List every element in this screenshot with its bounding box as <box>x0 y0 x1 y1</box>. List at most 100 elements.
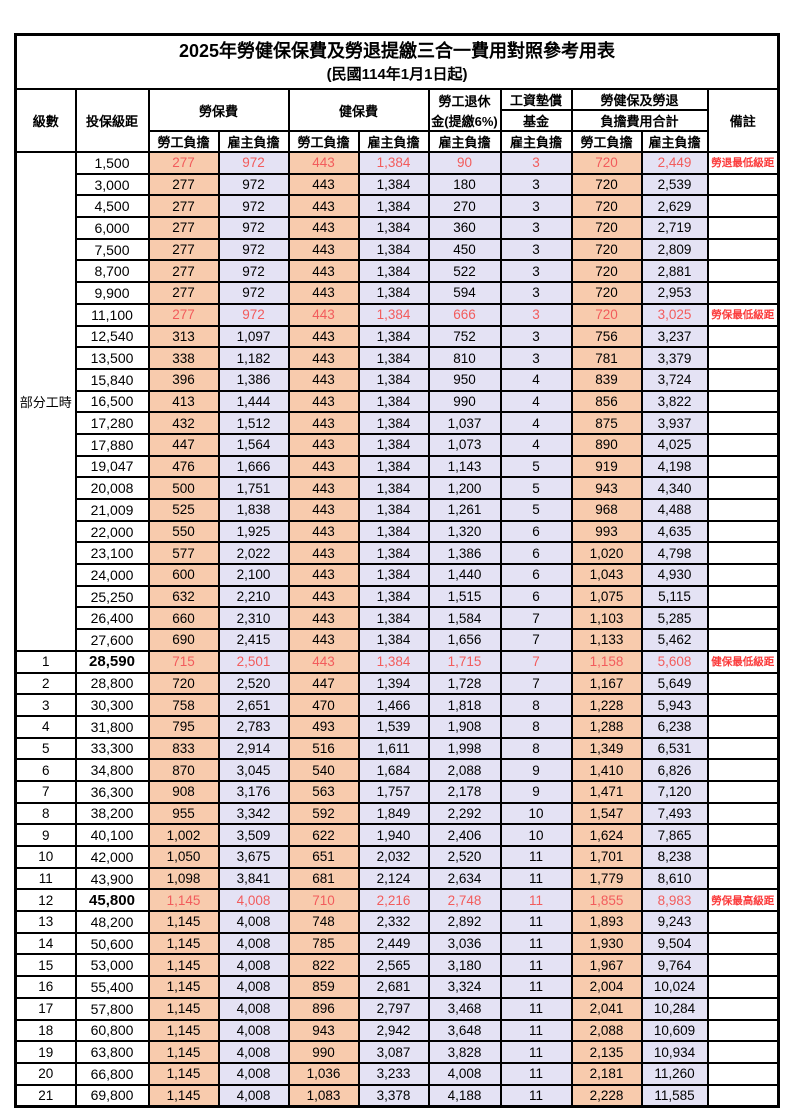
cell-hi-employer: 2,681 <box>357 975 430 999</box>
cell-total-employee: 720 <box>570 216 643 240</box>
col-header-bracket: 投保級距 <box>74 88 150 153</box>
cell-li-employer: 2,914 <box>217 736 290 761</box>
cell-pension-employer: 1,998 <box>427 736 502 761</box>
subheader-wage-fund-employer: 雇主負擔 <box>499 130 573 153</box>
table-row: 20 66,800 1,145 4,008 1,036 3,233 4,008 11 2,181… <box>14 1061 780 1086</box>
bracket-cell: 22,000 <box>74 519 150 544</box>
cell-li-employee: 1,145 <box>147 996 220 1021</box>
cell-wage-fund-employer: 3 <box>499 216 573 240</box>
cell-wage-fund-employer: 3 <box>499 237 573 262</box>
bracket-cell: 6,000 <box>74 216 150 240</box>
level-cell: 18 <box>14 1018 77 1043</box>
cell-total-employee: 2,041 <box>570 996 643 1021</box>
cell-total-employer: 5,285 <box>640 606 709 631</box>
bracket-cell: 45,800 <box>74 888 150 913</box>
cell-pension-employer: 1,037 <box>427 411 502 435</box>
cell-li-employee: 277 <box>147 151 220 175</box>
cell-total-employee: 919 <box>570 454 643 479</box>
cell-li-employer: 972 <box>217 281 290 305</box>
cell-wage-fund-employer: 8 <box>499 714 573 739</box>
cell-li-employee: 432 <box>147 411 220 435</box>
cell-wage-fund-employer: 6 <box>499 563 573 587</box>
cell-hi-employer: 1,384 <box>357 454 430 479</box>
cell-li-employer: 4,008 <box>217 1018 290 1043</box>
cell-hi-employee: 443 <box>287 259 360 284</box>
cell-hi-employee: 443 <box>287 606 360 631</box>
table-row: 11,100 277 972 443 1,384 666 3 720 3,025 勞保最低級距 <box>16 302 780 327</box>
cell-total-employee: 943 <box>570 476 643 500</box>
cell-total-employer: 2,809 <box>640 237 709 262</box>
cell-li-employer: 4,008 <box>217 1040 290 1064</box>
table-row: 8,700 277 972 443 1,384 522 3 720 2,881 <box>16 259 780 284</box>
cell-pension-employer: 594 <box>427 281 502 305</box>
bracket-cell: 26,400 <box>74 606 150 631</box>
remark-cell <box>706 519 780 544</box>
cell-total-employee: 856 <box>570 389 643 414</box>
cell-wage-fund-employer: 10 <box>499 823 573 847</box>
bracket-cell: 16,500 <box>74 389 150 414</box>
cell-hi-employer: 3,233 <box>357 1061 430 1086</box>
cell-li-employee: 660 <box>147 606 220 631</box>
remark-cell <box>706 671 780 696</box>
cell-total-employee: 720 <box>570 259 643 284</box>
cell-total-employee: 1,133 <box>570 628 643 652</box>
cell-hi-employee: 443 <box>287 454 360 479</box>
cell-total-employee: 1,930 <box>570 931 643 956</box>
cell-hi-employer: 1,384 <box>357 476 430 500</box>
cell-total-employer: 5,649 <box>640 671 709 696</box>
cell-total-employer: 5,608 <box>640 649 709 674</box>
remark-cell <box>706 281 780 305</box>
cell-hi-employer: 1,384 <box>357 584 430 609</box>
table-row: 15 53,000 1,145 4,008 822 2,565 3,180 11 1,967 9,… <box>14 953 780 978</box>
header-row-3: 勞工負擔 雇主負擔 勞工負擔 雇主負擔 雇主負擔 雇主負擔 勞工負擔 雇主負擔 <box>16 130 779 153</box>
cell-li-employer: 4,008 <box>217 975 290 999</box>
table-row: 10 42,000 1,050 3,675 651 2,032 2,520 11 1,701 8,… <box>14 845 780 869</box>
cell-li-employer: 2,501 <box>217 649 290 674</box>
cell-hi-employer: 2,565 <box>357 953 430 978</box>
cell-li-employer: 4,008 <box>217 888 290 913</box>
cell-pension-employer: 1,073 <box>427 432 502 457</box>
cell-li-employer: 3,675 <box>217 845 290 869</box>
cell-pension-employer: 1,261 <box>427 498 502 522</box>
remark-cell <box>706 606 780 631</box>
cell-hi-employer: 1,384 <box>357 541 430 566</box>
level-cell: 8 <box>14 801 77 826</box>
table-row: 4 31,800 795 2,783 493 1,539 1,908 8 1,288 6,238 <box>14 714 780 739</box>
cell-total-employer: 4,340 <box>640 476 709 500</box>
col-header-pension-line1: 勞工退休 <box>427 88 502 110</box>
table-row: 25,250 632 2,210 443 1,384 1,515 6 1,075 5,115 <box>16 584 780 609</box>
cell-hi-employee: 443 <box>287 584 360 609</box>
table-body: 部分工時 1,500 277 972 443 1,384 90 3 720 2,449 勞退最低級距… <box>14 151 780 1108</box>
bracket-cell: 50,600 <box>74 931 150 956</box>
cell-total-employer: 5,462 <box>640 628 709 652</box>
bracket-cell: 15,840 <box>74 367 150 392</box>
cell-total-employee: 2,088 <box>570 1018 643 1043</box>
remark-cell <box>706 866 780 891</box>
remark-cell <box>706 996 780 1021</box>
cell-li-employer: 4,008 <box>217 1061 290 1086</box>
cell-li-employee: 313 <box>147 324 220 349</box>
remark-cell <box>706 367 780 392</box>
cell-total-employee: 1,158 <box>570 649 643 674</box>
remark-cell <box>706 736 780 761</box>
cell-total-employer: 4,488 <box>640 498 709 522</box>
cell-li-employee: 550 <box>147 519 220 544</box>
cell-wage-fund-employer: 5 <box>499 454 573 479</box>
cell-li-employer: 972 <box>217 216 290 240</box>
cell-pension-employer: 1,818 <box>427 693 502 717</box>
cell-total-employer: 7,865 <box>640 823 709 847</box>
cell-total-employer: 6,826 <box>640 758 709 782</box>
cell-hi-employer: 1,384 <box>357 649 430 674</box>
cell-hi-employee: 443 <box>287 367 360 392</box>
table-row: 9 40,100 1,002 3,509 622 1,940 2,406 10 1,624 7,8… <box>14 823 780 847</box>
bracket-cell: 48,200 <box>74 910 150 934</box>
table-row: 3 30,300 758 2,651 470 1,466 1,818 8 1,228 5,943 <box>14 693 780 717</box>
cell-wage-fund-employer: 6 <box>499 541 573 566</box>
cell-hi-employee: 443 <box>287 519 360 544</box>
col-header-wage-fund-line1: 工資墊償 <box>499 88 573 111</box>
col-header-pension-line2: 金(提繳6%) <box>427 110 502 132</box>
level-cell: 10 <box>14 845 77 869</box>
cell-total-employer: 2,881 <box>640 259 709 284</box>
cell-li-employer: 1,925 <box>217 519 290 544</box>
cell-total-employer: 11,260 <box>640 1061 709 1086</box>
